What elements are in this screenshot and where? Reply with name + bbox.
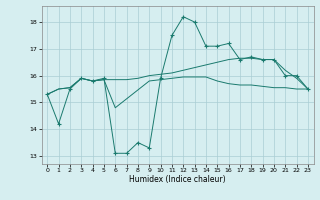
X-axis label: Humidex (Indice chaleur): Humidex (Indice chaleur) bbox=[129, 175, 226, 184]
